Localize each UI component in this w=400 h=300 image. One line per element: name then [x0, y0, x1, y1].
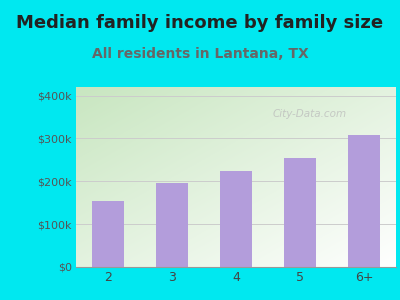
Bar	[284, 158, 316, 267]
Text: All residents in Lantana, TX: All residents in Lantana, TX	[92, 46, 308, 61]
Bar	[348, 135, 380, 267]
Text: Median family income by family size: Median family income by family size	[16, 14, 384, 32]
Bar	[220, 171, 252, 267]
Bar	[156, 183, 188, 267]
Bar	[92, 201, 124, 267]
Text: City-Data.com: City-Data.com	[272, 109, 347, 119]
